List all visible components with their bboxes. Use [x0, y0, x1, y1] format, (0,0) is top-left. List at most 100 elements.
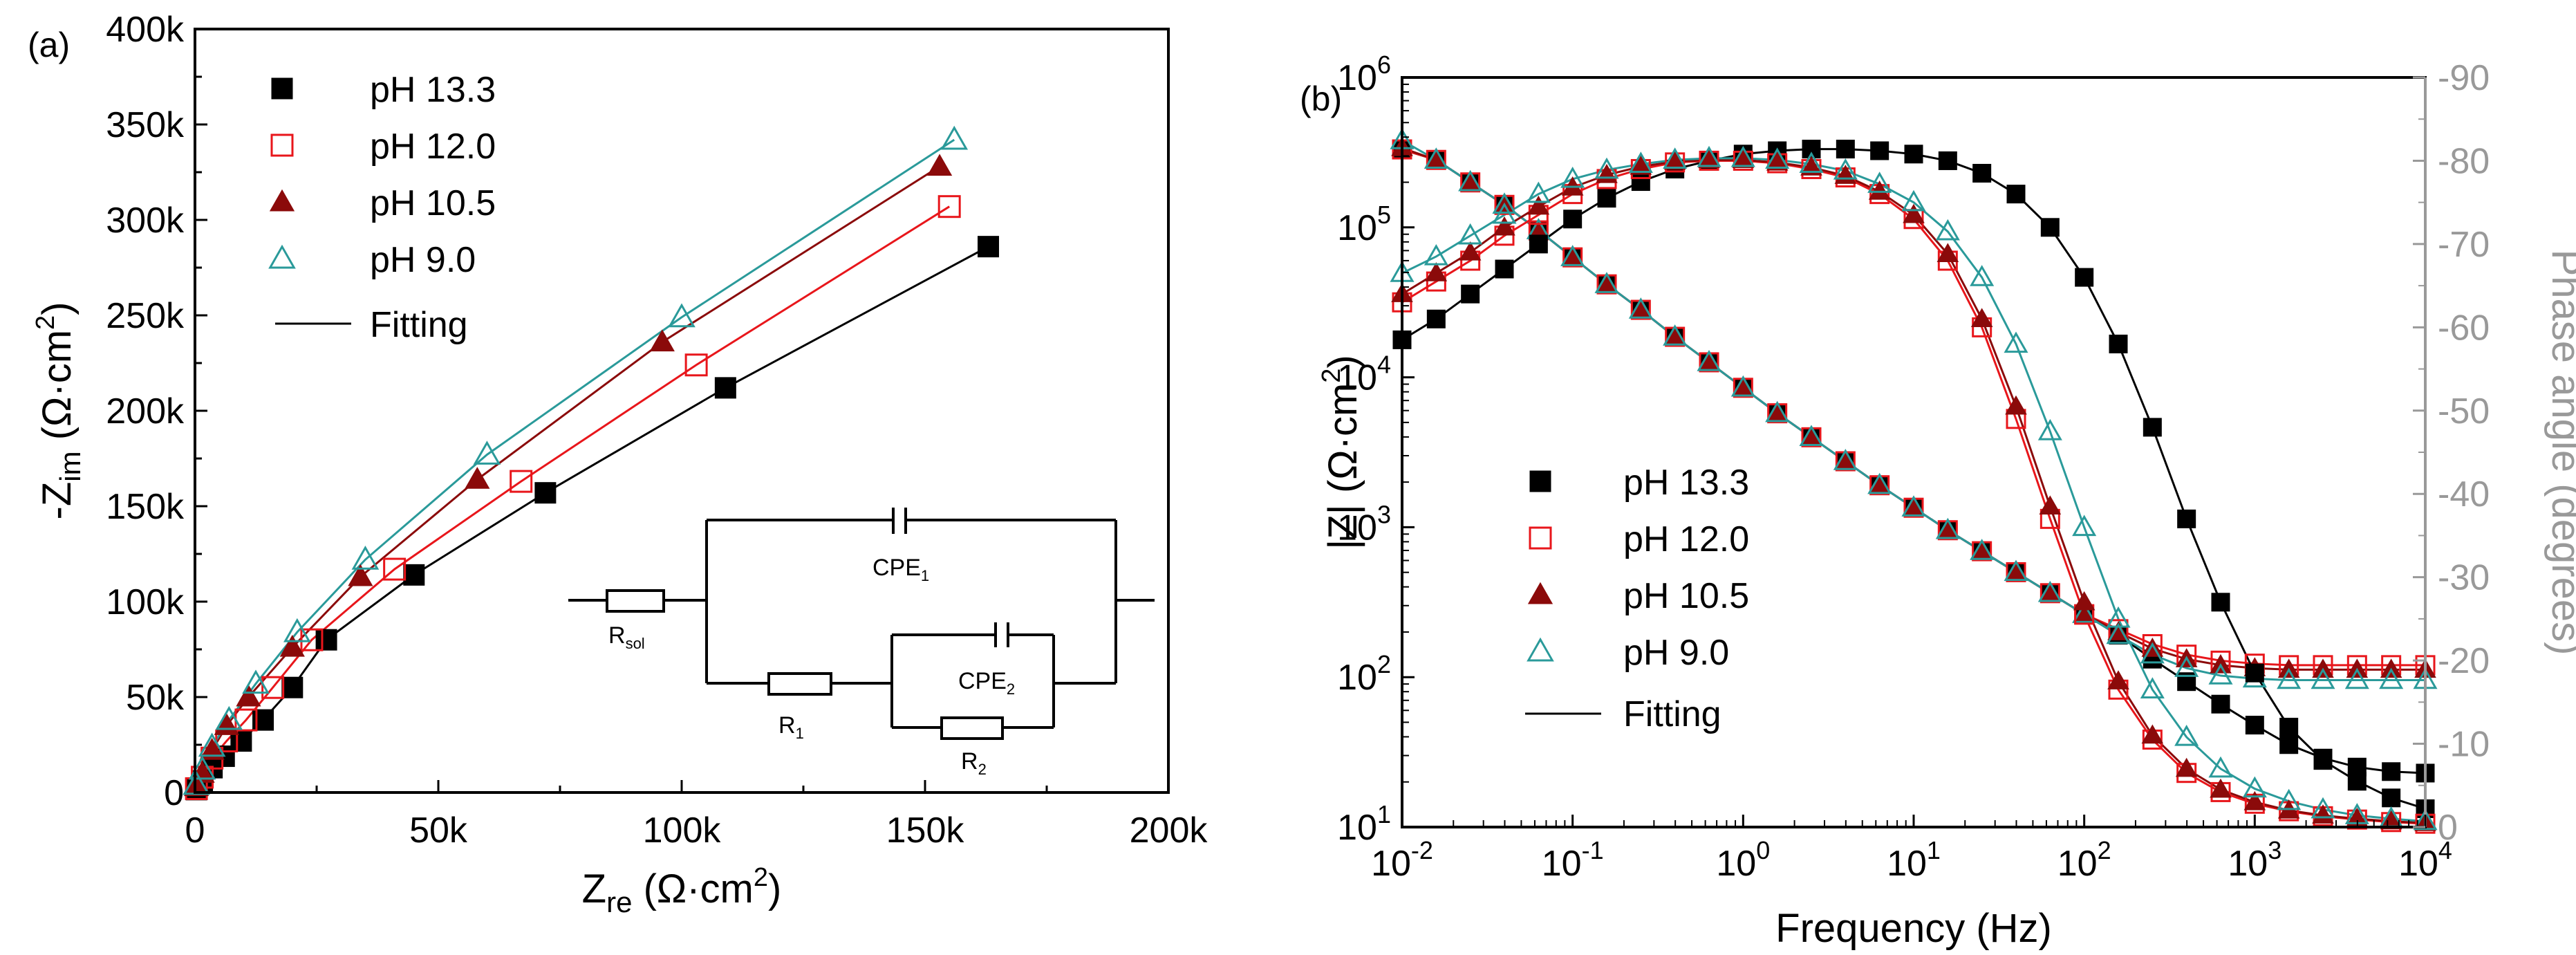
y2-tick-label: -40: [2438, 474, 2490, 514]
legend-fitting-label: Fitting: [1623, 694, 1721, 734]
cpe1-label: CPE1: [872, 555, 929, 584]
phase-point: [2380, 810, 2402, 830]
y-tick-label: 104: [1337, 351, 1391, 398]
phase-point: [2242, 776, 2267, 798]
x-tick-label: 10-2: [1371, 836, 1433, 884]
y-tick-label: 400k: [106, 10, 185, 50]
legend-label: pH 13.3: [1623, 463, 1749, 503]
phase-point: [2039, 495, 2062, 515]
phase-point: [1563, 210, 1583, 229]
rsol-resistor: [606, 589, 665, 613]
phase-point: [1870, 141, 1889, 160]
impedance-point: [2106, 622, 2131, 645]
data-point: [199, 738, 225, 760]
phase-point: [2072, 514, 2097, 537]
data-point: [315, 629, 337, 651]
impedance-point: [1833, 449, 1858, 470]
y2-tick-label: -10: [2438, 725, 2490, 765]
panel-b-y2label: Phase angle (degrees): [2544, 250, 2576, 656]
equivalent-circuit-inset: [568, 508, 1155, 740]
impedance-point: [2382, 762, 2401, 781]
impedance-point: [2140, 642, 2165, 664]
data-point: [198, 732, 226, 757]
data-point: [242, 669, 270, 694]
x-tick-label: 10-1: [1542, 836, 1604, 884]
y-tick-label: 150k: [106, 487, 185, 527]
x-tick-label: 103: [2228, 836, 2281, 884]
y-tick-label: 103: [1337, 500, 1391, 548]
data-point: [403, 564, 425, 586]
phase-point: [2211, 593, 2230, 612]
y2-tick-label: -90: [2438, 58, 2490, 98]
impedance-fit-pH-10.5: [1401, 147, 2425, 671]
y2-tick-label: -30: [2438, 558, 2490, 598]
panel-b-legend: pH 13.3 pH 12.0 pH 10.5 pH 9.0: [1527, 463, 1749, 673]
y-tick-label: 101: [1337, 800, 1391, 848]
legend-marker: [1527, 582, 1553, 604]
impedance-point: [1867, 472, 1892, 494]
phase-point: [1970, 308, 1993, 328]
phase-point: [1631, 172, 1650, 192]
x-tick-label: 200k: [1130, 810, 1208, 851]
phase-point: [1597, 189, 1616, 208]
data-point: [383, 557, 407, 581]
fit-line-pH-9.0: [194, 138, 955, 793]
phase-point: [2177, 509, 2196, 528]
phase-point: [2107, 670, 2129, 689]
impedance-point: [1765, 400, 1790, 423]
impedance-point: [2279, 735, 2299, 754]
x-tick-label: 100: [1716, 836, 1770, 884]
phase-point: [2006, 185, 2026, 204]
phase-fit-pH-9.0: [1401, 157, 2426, 823]
y2-tick-label: -20: [2438, 641, 2490, 681]
phase-point: [1492, 202, 1517, 224]
panel-b-xlabel: Frequency (Hz): [1775, 906, 2052, 951]
legend-label: pH 9.0: [370, 240, 476, 280]
phase-point: [1458, 223, 1483, 245]
phase-point: [1424, 243, 1448, 266]
phase-point: [2109, 334, 2128, 353]
data-point: [510, 470, 533, 493]
fit-line-pH-12.0: [194, 205, 950, 793]
phase-point: [2175, 757, 2198, 777]
phase-point: [2073, 591, 2096, 611]
phase-point: [1935, 219, 1960, 241]
phase-point: [1425, 262, 1448, 281]
impedance-point: [2277, 667, 2302, 689]
phase-point: [1560, 166, 1585, 188]
phase-point: [2208, 756, 2233, 778]
impedance-point: [1628, 297, 1653, 319]
impedance-point: [2037, 580, 2062, 602]
phase-fit-pH-13.3: [1401, 148, 2426, 810]
y2-tick-label: -60: [2438, 308, 2490, 348]
y-tick-label: 106: [1337, 50, 1391, 98]
legend-label: pH 12.0: [1623, 519, 1749, 559]
phase-point: [2312, 804, 2334, 824]
impedance-point: [1424, 147, 1448, 169]
phase-point: [2040, 218, 2060, 237]
data-point: [534, 482, 557, 504]
panel-a-frame: [194, 28, 1170, 794]
phase-point: [1493, 216, 1515, 236]
legend-marker: [1529, 526, 1552, 550]
phase-point: [2245, 663, 2264, 683]
data-point: [937, 195, 961, 219]
phase-point: [2243, 790, 2266, 810]
phase-point: [2413, 808, 2438, 831]
phase-point: [2347, 772, 2367, 791]
legend-label: pH 13.3: [370, 70, 496, 110]
panel-a-ylabel: -Zim (Ω·cm2): [31, 302, 86, 520]
y-tick-label: 105: [1337, 201, 1391, 248]
impedance-point: [2004, 559, 2028, 582]
phase-point: [1594, 157, 1619, 179]
phase-point: [2005, 395, 2027, 415]
phase-point: [1901, 189, 1926, 212]
impedance-point: [1560, 245, 1585, 266]
impedance-fit-pH-12.0: [1401, 148, 2425, 667]
panel-a: (a) 0 50k 100k 150k 200k 0 50k 100k 150k 200k 250k…: [28, 10, 1208, 918]
impedance-point: [2174, 656, 2199, 677]
x-tick-label: 101: [1887, 836, 1941, 884]
data-point: [281, 676, 304, 698]
impedance-point: [1663, 324, 1688, 346]
